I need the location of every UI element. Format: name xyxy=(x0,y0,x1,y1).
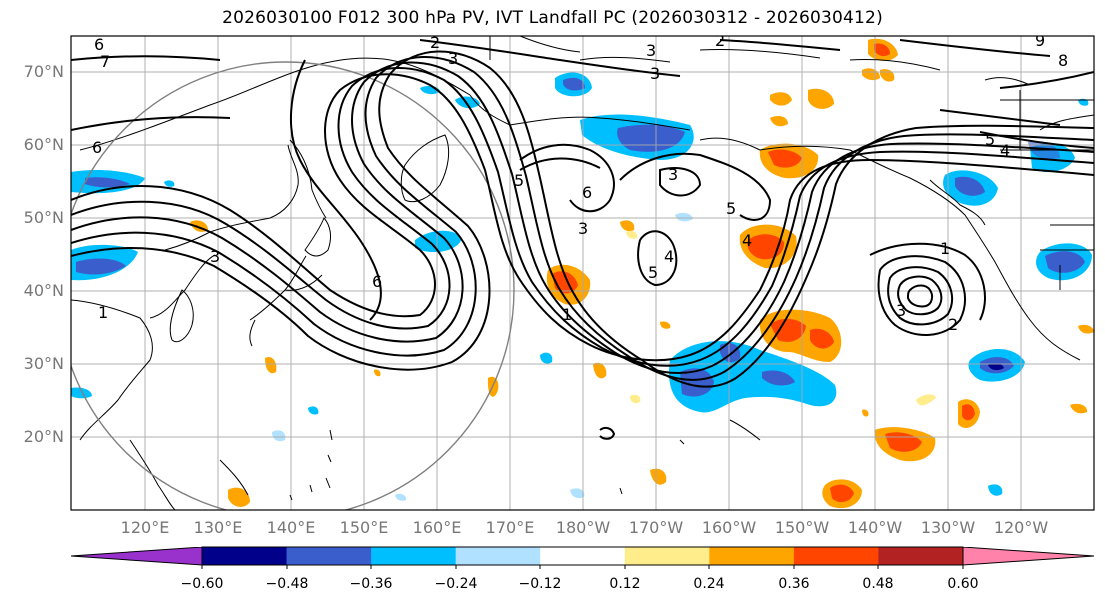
contour-label: 3 xyxy=(448,49,458,68)
colorbar-tick-label: −0.48 xyxy=(265,576,309,592)
colorbar-tick-label: −0.24 xyxy=(434,576,478,592)
lat-label: 30°N xyxy=(23,354,64,373)
contour-label: 6 xyxy=(582,183,592,202)
colorbar-tick-label: 0.36 xyxy=(778,576,810,592)
contour-label: 4 xyxy=(742,231,752,250)
contour-label: 3 xyxy=(668,165,678,184)
colorbar-segment xyxy=(709,547,795,565)
graticule xyxy=(71,36,1094,510)
contour-label: 6 xyxy=(92,138,102,157)
lon-label: 160°W xyxy=(701,518,757,537)
contour-label: 2 xyxy=(430,33,440,52)
lat-label: 40°N xyxy=(23,281,64,300)
colorbar-tick-label: −0.60 xyxy=(180,576,224,592)
contour-label: 7 xyxy=(100,52,110,71)
lon-label: 140°W xyxy=(847,518,903,537)
colorbar-tick-label: −0.36 xyxy=(349,576,393,592)
colorbar-segment xyxy=(455,547,541,565)
contour-label: 3 xyxy=(650,64,660,83)
map-panel: 6 7 2 3 3 2 3 9 8 6 5 4 3 5 6 3 1 6 3 5 … xyxy=(70,31,1095,511)
ivt-anomaly-shading xyxy=(71,38,1094,509)
lon-label: 120°E xyxy=(120,518,170,537)
contour-label: 5 xyxy=(514,171,524,190)
lat-label: 60°N xyxy=(23,135,64,154)
lon-label: 150°E xyxy=(339,518,389,537)
contour-label: 9 xyxy=(1035,31,1045,50)
lon-label: 170°W xyxy=(628,518,684,537)
lon-label: 130°W xyxy=(920,518,976,537)
lat-label: 20°N xyxy=(23,427,64,446)
contour-label: 5 xyxy=(726,199,736,218)
contour-label: 4 xyxy=(1000,141,1010,160)
colorbar-segment xyxy=(71,547,202,565)
colorbar-tick-label: 0.48 xyxy=(862,576,894,592)
range-circle xyxy=(71,61,515,510)
lon-label: 130°E xyxy=(193,518,243,537)
contour-label: 5 xyxy=(648,263,658,282)
contour-label: 1 xyxy=(940,239,950,258)
colorbar-segment xyxy=(624,547,710,565)
contour-labels: 6 7 2 3 3 2 3 9 8 6 5 4 3 5 6 3 1 6 3 5 … xyxy=(92,31,1068,334)
colorbar-segment xyxy=(793,547,879,565)
contour-label: 2 xyxy=(948,315,958,334)
coastlines xyxy=(71,36,1094,510)
contour-label: 6 xyxy=(372,272,382,291)
colorbar-segment xyxy=(540,547,626,565)
colorbar-tick-label: 0.24 xyxy=(693,576,725,592)
colorbar-tick-label: 0.60 xyxy=(947,576,979,592)
colorbar-segment xyxy=(963,547,1094,565)
colorbar-segment xyxy=(878,547,964,565)
contour-label: 1 xyxy=(562,305,572,324)
map-title: 2026030100 F012 300 hPa PV, IVT Landfall… xyxy=(222,8,883,28)
contour-label: 2 xyxy=(715,31,725,50)
colorbar-tick-label: 0.12 xyxy=(609,576,641,592)
lon-label: 180°W xyxy=(555,518,611,537)
lon-label: 170°E xyxy=(485,518,535,537)
lat-label: 50°N xyxy=(23,208,64,227)
pv-contours xyxy=(71,39,1094,440)
contour-label: 8 xyxy=(1058,51,1068,70)
colorbar-segment xyxy=(202,547,288,565)
colorbar-segment xyxy=(371,547,457,565)
lat-label: 70°N xyxy=(23,62,64,81)
contour-label: 3 xyxy=(646,41,656,60)
contour-label: 3 xyxy=(896,301,906,320)
lon-label: 160°E xyxy=(412,518,462,537)
colorbar-segment xyxy=(286,547,372,565)
contour-label: 3 xyxy=(210,247,220,266)
contour-label: 3 xyxy=(578,219,588,238)
contour-label: 5 xyxy=(985,130,995,149)
colorbar-tick-label: −0.12 xyxy=(518,576,562,592)
contour-label: 4 xyxy=(664,247,674,266)
lon-label: 150°W xyxy=(774,518,830,537)
lon-label: 120°W xyxy=(993,518,1049,537)
contour-label: 1 xyxy=(98,303,108,322)
contour-label: 6 xyxy=(94,35,104,54)
lon-label: 140°E xyxy=(266,518,316,537)
